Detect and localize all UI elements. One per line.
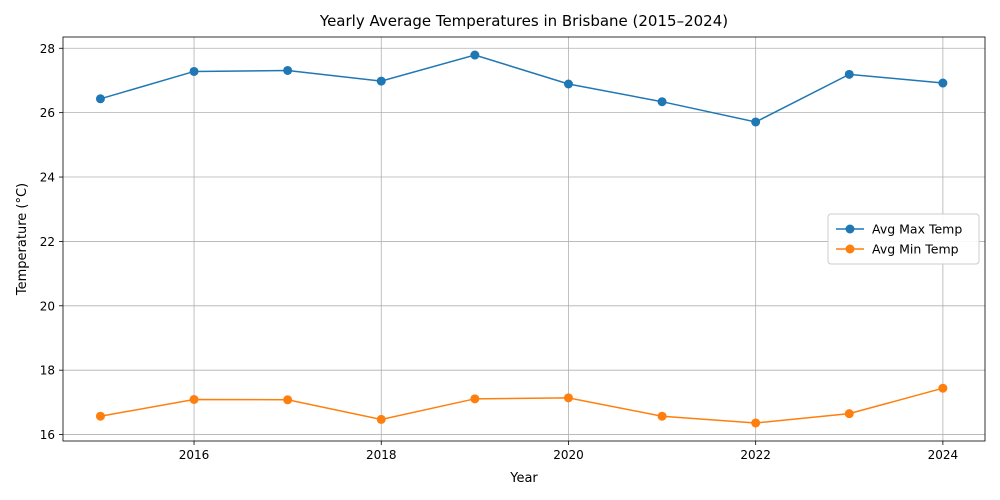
legend-box (827, 213, 980, 265)
y-tick-label: 26 (40, 106, 55, 120)
x-tick-label: 2020 (553, 448, 584, 462)
chart-title: Yearly Average Temperatures in Brisbane … (319, 12, 728, 30)
y-axis-label: Temperature (°C) (15, 183, 30, 296)
series-layer (95, 50, 948, 428)
data-point (283, 65, 293, 75)
data-point (376, 414, 386, 424)
data-point (563, 393, 573, 403)
y-grid (63, 47, 985, 435)
data-point (189, 394, 199, 404)
y-axis-ticks: 16 18 20 22 24 26 28 (40, 42, 63, 442)
data-point (938, 383, 948, 393)
x-tick-label: 2022 (740, 448, 771, 462)
data-point (95, 411, 105, 421)
series-avg-min-temp (95, 383, 948, 428)
data-point (470, 50, 480, 60)
data-point (95, 94, 105, 104)
y-tick-label: 20 (40, 299, 55, 313)
x-grid (193, 37, 944, 441)
data-point (751, 117, 761, 127)
data-point (189, 66, 199, 76)
x-tick-label: 2018 (366, 448, 397, 462)
legend: Avg Max Temp Avg Min Temp (827, 213, 980, 265)
y-tick-label: 24 (40, 171, 55, 185)
data-point (657, 97, 667, 107)
y-tick-label: 16 (40, 428, 55, 442)
data-point (283, 395, 293, 405)
series-line (100, 54, 943, 123)
x-tick-label: 2024 (928, 448, 959, 462)
data-point (563, 79, 573, 89)
x-axis-label: Year (509, 471, 538, 486)
y-tick-label: 18 (40, 364, 55, 378)
data-point (470, 394, 480, 404)
data-point (938, 78, 948, 88)
data-point (844, 69, 854, 79)
data-point (844, 409, 854, 419)
data-point (376, 76, 386, 86)
x-tick-label: 2016 (179, 448, 210, 462)
y-tick-label: 28 (40, 42, 55, 56)
data-point (657, 411, 667, 421)
y-tick-label: 22 (40, 235, 55, 249)
series-avg-max-temp (95, 50, 948, 127)
data-point (751, 418, 761, 428)
legend-marker-max (845, 224, 855, 234)
legend-marker-min (845, 244, 855, 254)
legend-label-max: Avg Max Temp (872, 222, 962, 237)
series-line (100, 387, 944, 424)
x-axis-ticks: 2016 2018 2020 2022 2024 (179, 441, 958, 462)
legend-label-min: Avg Min Temp (872, 242, 959, 257)
plot-frame (62, 36, 986, 442)
